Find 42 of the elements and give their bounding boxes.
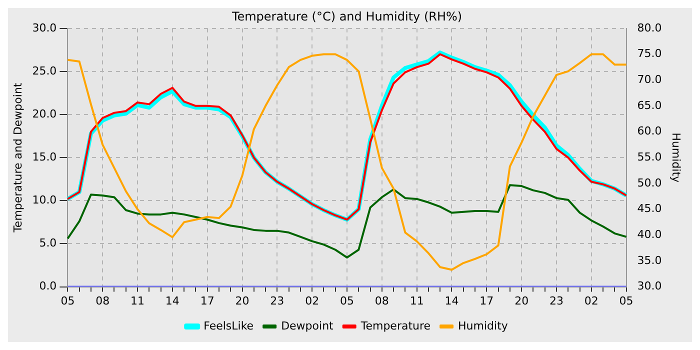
y2-tick-label: 35.0 bbox=[637, 254, 662, 267]
y2-tick-label: 70.0 bbox=[637, 72, 662, 86]
y-tick-label: 25.0 bbox=[32, 64, 57, 78]
y-tick-label: 0.0 bbox=[39, 280, 57, 293]
legend-label: Temperature bbox=[360, 319, 431, 332]
x-tick-label: 05 bbox=[619, 294, 634, 308]
x-tick-label: 14 bbox=[165, 294, 180, 308]
y2-tick-label: 30.0 bbox=[637, 280, 662, 293]
y2-tick-label: 50.0 bbox=[637, 176, 662, 190]
y-tick-label: 30.0 bbox=[32, 21, 57, 34]
y-tick-label: 5.0 bbox=[39, 236, 57, 250]
y2-tick-label: 40.0 bbox=[637, 228, 662, 241]
x-tick-label: 17 bbox=[480, 294, 494, 308]
x-tick-label: 08 bbox=[96, 294, 110, 308]
y-tick-label: 10.0 bbox=[32, 194, 57, 207]
x-tick-label: 05 bbox=[340, 294, 354, 308]
y-axis-title: Temperature and Dewpoint bbox=[11, 82, 24, 234]
y2-tick-label: 75.0 bbox=[637, 47, 662, 60]
legend-label: Dewpoint bbox=[281, 319, 334, 332]
chart-title: Temperature (°C) and Humidity (RH%) bbox=[230, 9, 462, 24]
x-tick-label: 05 bbox=[60, 294, 75, 308]
x-tick-label: 20 bbox=[235, 294, 250, 308]
y-tick-label: 20.0 bbox=[32, 107, 57, 120]
y2-tick-label: 55.0 bbox=[637, 150, 662, 164]
x-tick-label: 11 bbox=[130, 294, 145, 308]
x-tick-label: 14 bbox=[444, 294, 459, 308]
y2-axis-title: Humidity bbox=[670, 132, 683, 184]
legend-label: FeelsLike bbox=[204, 319, 254, 332]
x-tick-label: 23 bbox=[270, 294, 284, 308]
x-tick-label: 20 bbox=[514, 294, 529, 308]
y2-tick-label: 45.0 bbox=[637, 202, 662, 216]
y-tick-label: 15.0 bbox=[32, 150, 57, 164]
x-tick-label: 08 bbox=[374, 294, 389, 308]
x-tick-label: 23 bbox=[549, 294, 564, 308]
x-tick-label: 02 bbox=[584, 294, 598, 308]
x-tick-label: 11 bbox=[410, 294, 424, 308]
y2-tick-label: 80.0 bbox=[637, 21, 662, 34]
x-tick-label: 17 bbox=[200, 294, 214, 308]
legend-label: Humidity bbox=[458, 319, 508, 332]
x-tick-label: 02 bbox=[305, 294, 320, 308]
y2-tick-label: 60.0 bbox=[637, 124, 662, 138]
y2-tick-label: 65.0 bbox=[637, 98, 662, 112]
